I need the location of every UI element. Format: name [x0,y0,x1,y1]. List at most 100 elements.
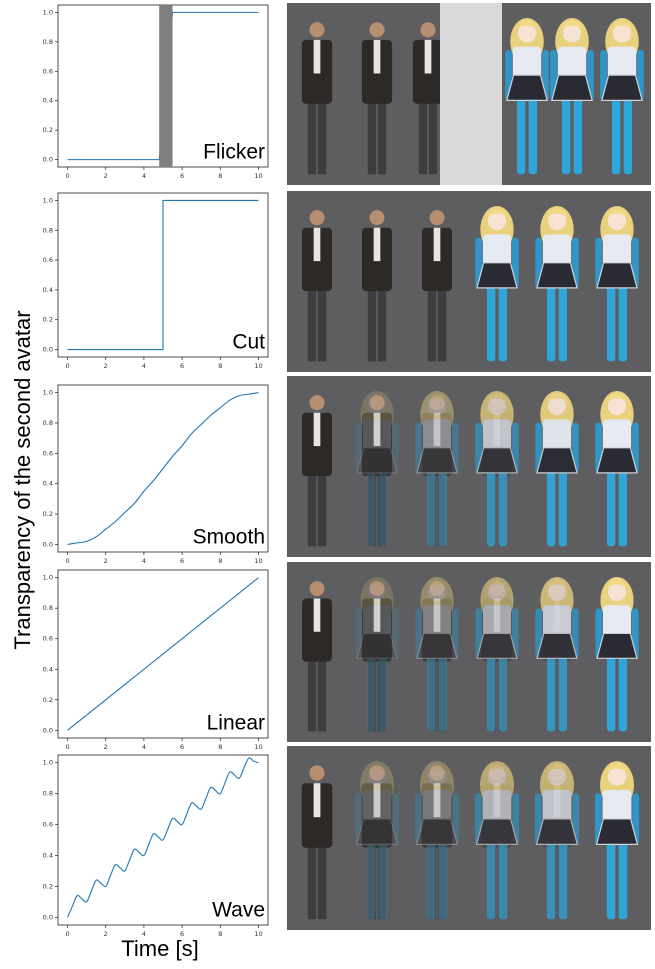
chart-panel: 0.00.20.40.60.81.00246810Linear [43,570,268,751]
leg [607,838,616,920]
x-tick-label: 8 [218,172,222,180]
y-tick-label: 1.0 [43,759,53,767]
x-tick-label: 6 [180,172,184,180]
y-tick-label: 1.0 [43,196,53,204]
blouse [423,234,451,266]
y-axis-label: Transparency of the second avatar [10,310,35,649]
x-tick-label: 4 [142,172,146,180]
x-tick-label: 4 [142,557,146,565]
skirt [297,263,337,288]
y-tick-label: 0.6 [43,256,53,264]
x-tick-label: 10 [254,557,262,565]
skirt [597,263,637,288]
y-tick-label: 0.8 [43,604,53,612]
x-tick-label: 8 [218,557,222,565]
leg [307,281,315,361]
avatar-photo [287,3,651,185]
y-tick-label: 0.2 [43,316,53,324]
x-tick-label: 0 [65,362,69,370]
leg [487,652,495,732]
leg [319,466,327,546]
panel-label: Flicker [203,141,265,164]
leg [499,281,507,361]
skirt [537,819,578,845]
y-tick-label: 1.0 [43,574,53,582]
leg [379,652,387,732]
x-tick-label: 10 [254,743,262,751]
leg [619,466,627,546]
x-tick-label: 0 [65,172,69,180]
chart-panel: 0.00.20.40.60.81.00246810Flicker [43,5,268,180]
x-tick-label: 6 [180,362,184,370]
y-tick-label: 1.0 [43,389,53,397]
blouse [603,790,632,822]
shirt [314,40,321,74]
leg [439,838,448,920]
leg [307,838,316,920]
x-tick-label: 2 [104,557,108,565]
y-tick-label: 1.0 [43,8,53,16]
head [309,22,324,37]
flicker-frame [440,3,502,185]
leg [379,281,387,361]
legs [429,97,437,174]
leg [367,281,375,361]
leg [487,466,495,546]
leg [379,838,388,920]
x-tick-label: 4 [142,930,146,938]
skirt [357,263,397,288]
skirt [537,263,577,288]
x-tick-label: 2 [104,743,108,751]
figure: Transparency of the second avatar Time [… [0,0,655,965]
x-tick-label: 2 [104,172,108,180]
y-tick-label: 0.6 [43,821,53,829]
leg [547,466,555,546]
blouse [363,419,391,451]
y-tick-label: 0.4 [43,97,53,105]
skirt [477,263,517,288]
x-tick-label: 6 [180,930,184,938]
panel-label: Cut [232,331,265,354]
legs [308,97,316,174]
skirt [357,448,397,473]
y-tick-label: 0.8 [43,790,53,798]
y-tick-label: 0.8 [43,226,53,234]
leg [619,281,627,361]
blouse [603,419,631,451]
leg [559,281,567,361]
y-tick-label: 0.4 [43,665,53,673]
blouse [303,790,332,822]
leg [612,94,620,175]
panel-label: Wave [212,899,265,922]
blouse [483,605,511,637]
leg [547,652,555,732]
skirt [357,633,397,658]
blouse [483,419,511,451]
x-tick-label: 0 [65,557,69,565]
blouse [543,605,571,637]
legs [378,97,386,174]
blouse [558,47,587,79]
leg [619,652,627,732]
leg [439,281,447,361]
leg [367,466,375,546]
leg [427,281,435,361]
x-tick-label: 0 [65,930,69,938]
blouse [483,234,511,266]
skirt [297,633,337,658]
leg [499,838,508,920]
blouse [363,790,392,822]
blouse [603,234,631,266]
skirt [537,448,577,473]
y-tick-label: 0.0 [43,913,53,921]
leg [547,838,556,920]
page: Transparency of the second avatar Time [… [0,0,655,965]
legs [368,97,376,174]
skirt [417,448,457,473]
legs [419,97,427,174]
blouse [423,605,451,637]
x-tick-label: 8 [218,743,222,751]
y-tick-label: 0.0 [43,540,53,548]
y-tick-label: 0.8 [43,419,53,427]
blouse [303,234,331,266]
